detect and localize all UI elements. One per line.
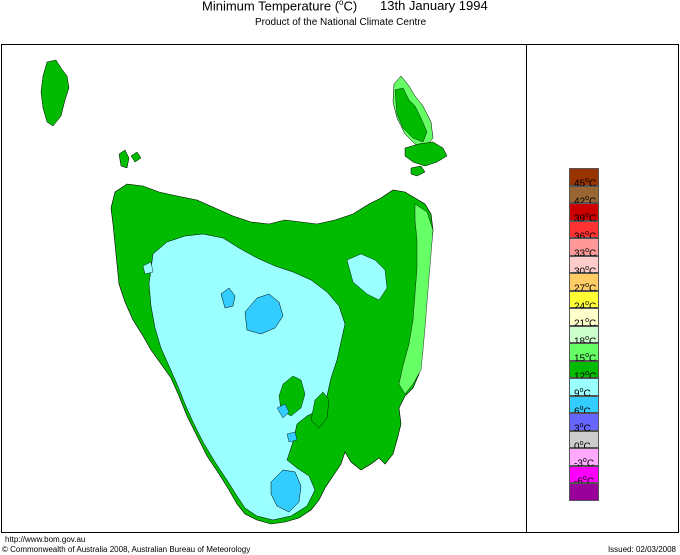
legend-label: 33oC <box>574 247 597 260</box>
legend-swatch <box>569 255 599 273</box>
legend-row: 36oC <box>569 220 659 242</box>
legend-row: 6oC <box>569 395 659 417</box>
legend-swatch <box>569 273 599 291</box>
small-cool-pocket-west <box>142 261 154 275</box>
legend-label: 30oC <box>574 264 597 277</box>
legend-label: -6oC <box>574 474 595 487</box>
flinders-island-core <box>394 87 428 143</box>
interior-cool-zone <box>148 233 346 521</box>
legend-row: 24oC <box>569 290 659 312</box>
legend-swatch <box>569 308 599 326</box>
legend-swatch <box>569 360 599 378</box>
legend-row: 18oC <box>569 325 659 347</box>
footer-copyright: © Commonwealth of Australia 2008, Austra… <box>2 545 251 554</box>
title-row: Minimum Temperature (oC) 13th January 19… <box>0 0 680 14</box>
legend-swatch <box>569 220 599 238</box>
clarke-island <box>410 165 426 177</box>
legend-swatch <box>569 430 599 448</box>
legend-row: 9oC <box>569 378 659 400</box>
legend-divider <box>526 44 527 533</box>
legend-swatch <box>569 168 599 186</box>
legend-label: 12oC <box>574 369 597 382</box>
legend-label: -3oC <box>574 457 595 470</box>
king-island <box>40 59 70 127</box>
legend-swatch <box>569 185 599 203</box>
legend-swatch <box>569 413 599 431</box>
legend-label: 45oC <box>574 177 597 190</box>
legend-swatch <box>569 343 599 361</box>
legend-swatch <box>569 483 599 501</box>
legend-label: 24oC <box>574 299 597 312</box>
legend-label: 0oC <box>574 439 591 452</box>
footer-url[interactable]: http://www.bom.gov.au <box>5 535 86 544</box>
cape-barren-island <box>404 141 448 167</box>
central-highland-cold <box>244 293 284 335</box>
legend-label: 42oC <box>574 194 597 207</box>
hunter-island <box>118 149 130 169</box>
legend-swatch <box>569 378 599 396</box>
southwest-highland-cold <box>270 469 302 513</box>
legend-label: 9oC <box>574 387 591 400</box>
legend-label: 39oC <box>574 212 597 225</box>
legend-label: 15oC <box>574 352 597 365</box>
legend-row: 3oC <box>569 413 659 435</box>
northeast-cool-pocket <box>346 253 388 301</box>
legend-row: 42oC <box>569 185 659 207</box>
robbins-island <box>130 151 142 163</box>
legend-row: 0oC <box>569 430 659 452</box>
small-cold-pocket-1 <box>276 403 290 419</box>
legend-row: 12oC <box>569 360 659 382</box>
legend-row: 39oC <box>569 203 659 225</box>
degree-superscript: o <box>339 0 344 7</box>
footer-issued: Issued: 02/03/2008 <box>607 545 676 554</box>
legend-swatch <box>569 395 599 413</box>
legend-row: -3oC <box>569 448 659 470</box>
legend-label: 36oC <box>574 229 597 242</box>
tasmania-map <box>40 59 448 525</box>
legend-row: 15oC <box>569 343 659 365</box>
legend-swatch <box>569 290 599 308</box>
legend-swatch <box>569 465 599 483</box>
east-coast-warm-zone <box>398 203 434 395</box>
map-frame <box>1 44 679 533</box>
legend-label: 6oC <box>574 404 591 417</box>
legend-row <box>569 483 659 501</box>
legend-row: 45oC <box>569 168 659 190</box>
map-date: 13th January 1994 <box>380 0 488 13</box>
legend-label: 18oC <box>574 334 597 347</box>
legend-label: 3oC <box>574 422 591 435</box>
south-green-patch <box>310 391 330 429</box>
legend-row: 21oC <box>569 308 659 330</box>
northwest-highland-cold <box>220 287 236 309</box>
legend-row: 30oC <box>569 255 659 277</box>
legend-swatch <box>569 238 599 256</box>
legend-row: 33oC <box>569 238 659 260</box>
small-cold-pocket-2 <box>286 431 298 443</box>
map-title: Minimum Temperature (oC) <box>202 0 358 14</box>
legend-swatch <box>569 203 599 221</box>
legend-row: -6oC <box>569 465 659 487</box>
legend-label: 27oC <box>574 282 597 295</box>
legend-label: 21oC <box>574 317 597 330</box>
legend-row: 27oC <box>569 273 659 295</box>
legend-swatch <box>569 325 599 343</box>
legend-swatch <box>569 448 599 466</box>
